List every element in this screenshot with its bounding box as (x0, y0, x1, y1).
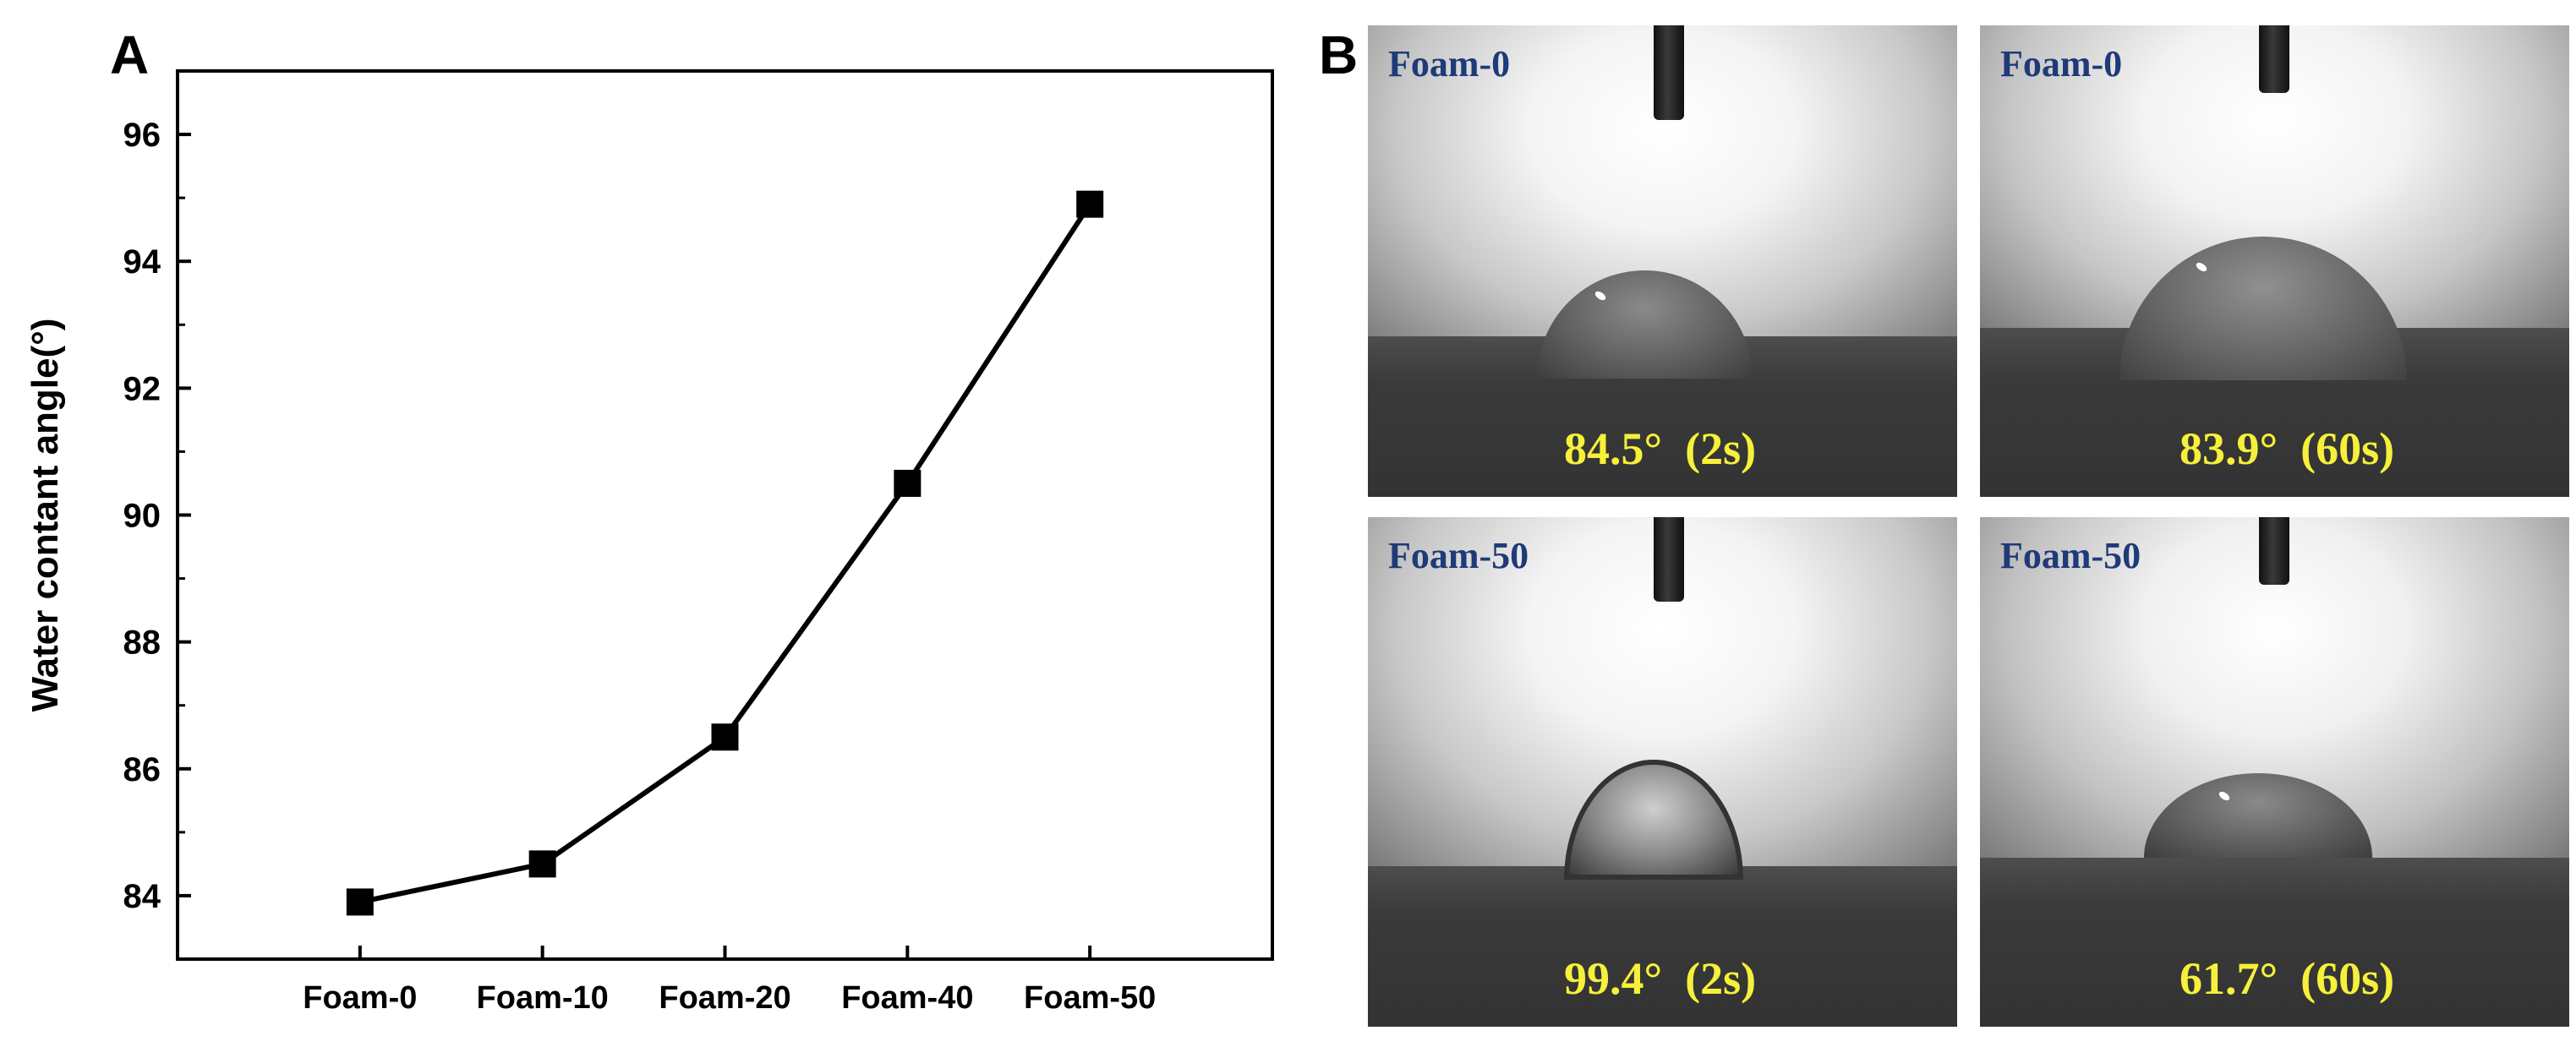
sample-surface (1368, 866, 1957, 1027)
y-tick-label: 84 (123, 878, 161, 915)
syringe-needle (1654, 517, 1684, 602)
y-tick-label: 92 (123, 370, 161, 407)
sample-label: Foam-0 (1388, 43, 1511, 85)
contact-angle-readout: 61.7° (60s) (2179, 953, 2395, 1004)
x-tick-label: Foam-10 (477, 980, 609, 1016)
x-tick-label: Foam-40 (841, 980, 973, 1016)
data-point-marker (711, 723, 739, 751)
photo-foam-0-60s: Foam-0 83.9° (60s) (1980, 25, 2569, 497)
panel-b-letter: B (1319, 25, 1359, 85)
plot-frame (176, 69, 1274, 961)
sample-label: Foam-50 (2000, 535, 2141, 576)
photo-foam-50-2s: Foam-50 99.4° (2s) (1368, 517, 1957, 1027)
contact-angle-readout: 83.9° (60s) (2179, 423, 2395, 474)
y-tick-label: 90 (123, 498, 161, 535)
y-tick-label: 86 (123, 751, 161, 788)
sample-label: Foam-0 (2000, 43, 2123, 85)
panel-a: 84 86 88 90 92 94 96 Foam-0 Foam-10 Foam-20 Foam-4… (25, 25, 1274, 1016)
syringe-needle (2259, 25, 2289, 93)
y-axis-label: Water contant angle(°) (25, 319, 66, 712)
data-point-marker (346, 888, 374, 916)
contact-angle-readout: 99.4° (2s) (1564, 953, 1757, 1004)
syringe-needle (2259, 517, 2289, 585)
photo-foam-0-2s: Foam-0 84.5° (2s) (1368, 25, 1957, 497)
y-tick-label: 94 (123, 243, 161, 281)
syringe-needle (1654, 25, 1684, 120)
sample-surface (1980, 858, 2569, 1027)
panel-a-letter: A (110, 25, 150, 85)
sample-label: Foam-50 (1388, 535, 1529, 576)
contact-angle-chart: 84 86 88 90 92 94 96 Foam-0 Foam-10 Foam-20 Foam-4… (25, 69, 1274, 1016)
data-point-marker (528, 850, 556, 878)
series-line (359, 203, 1092, 905)
x-tick-label: Foam-50 (1024, 980, 1156, 1016)
data-point-marker (1076, 190, 1104, 218)
contact-angle-readout: 84.5° (2s) (1564, 423, 1757, 474)
photo-foam-50-60s: Foam-50 61.7° (60s) (1980, 517, 2569, 1027)
x-tick-label: Foam-20 (659, 980, 790, 1016)
y-tick-label: 96 (123, 117, 161, 154)
data-point-marker (894, 469, 922, 497)
x-tick-label: Foam-0 (303, 980, 417, 1016)
y-tick-label: 88 (123, 624, 161, 662)
